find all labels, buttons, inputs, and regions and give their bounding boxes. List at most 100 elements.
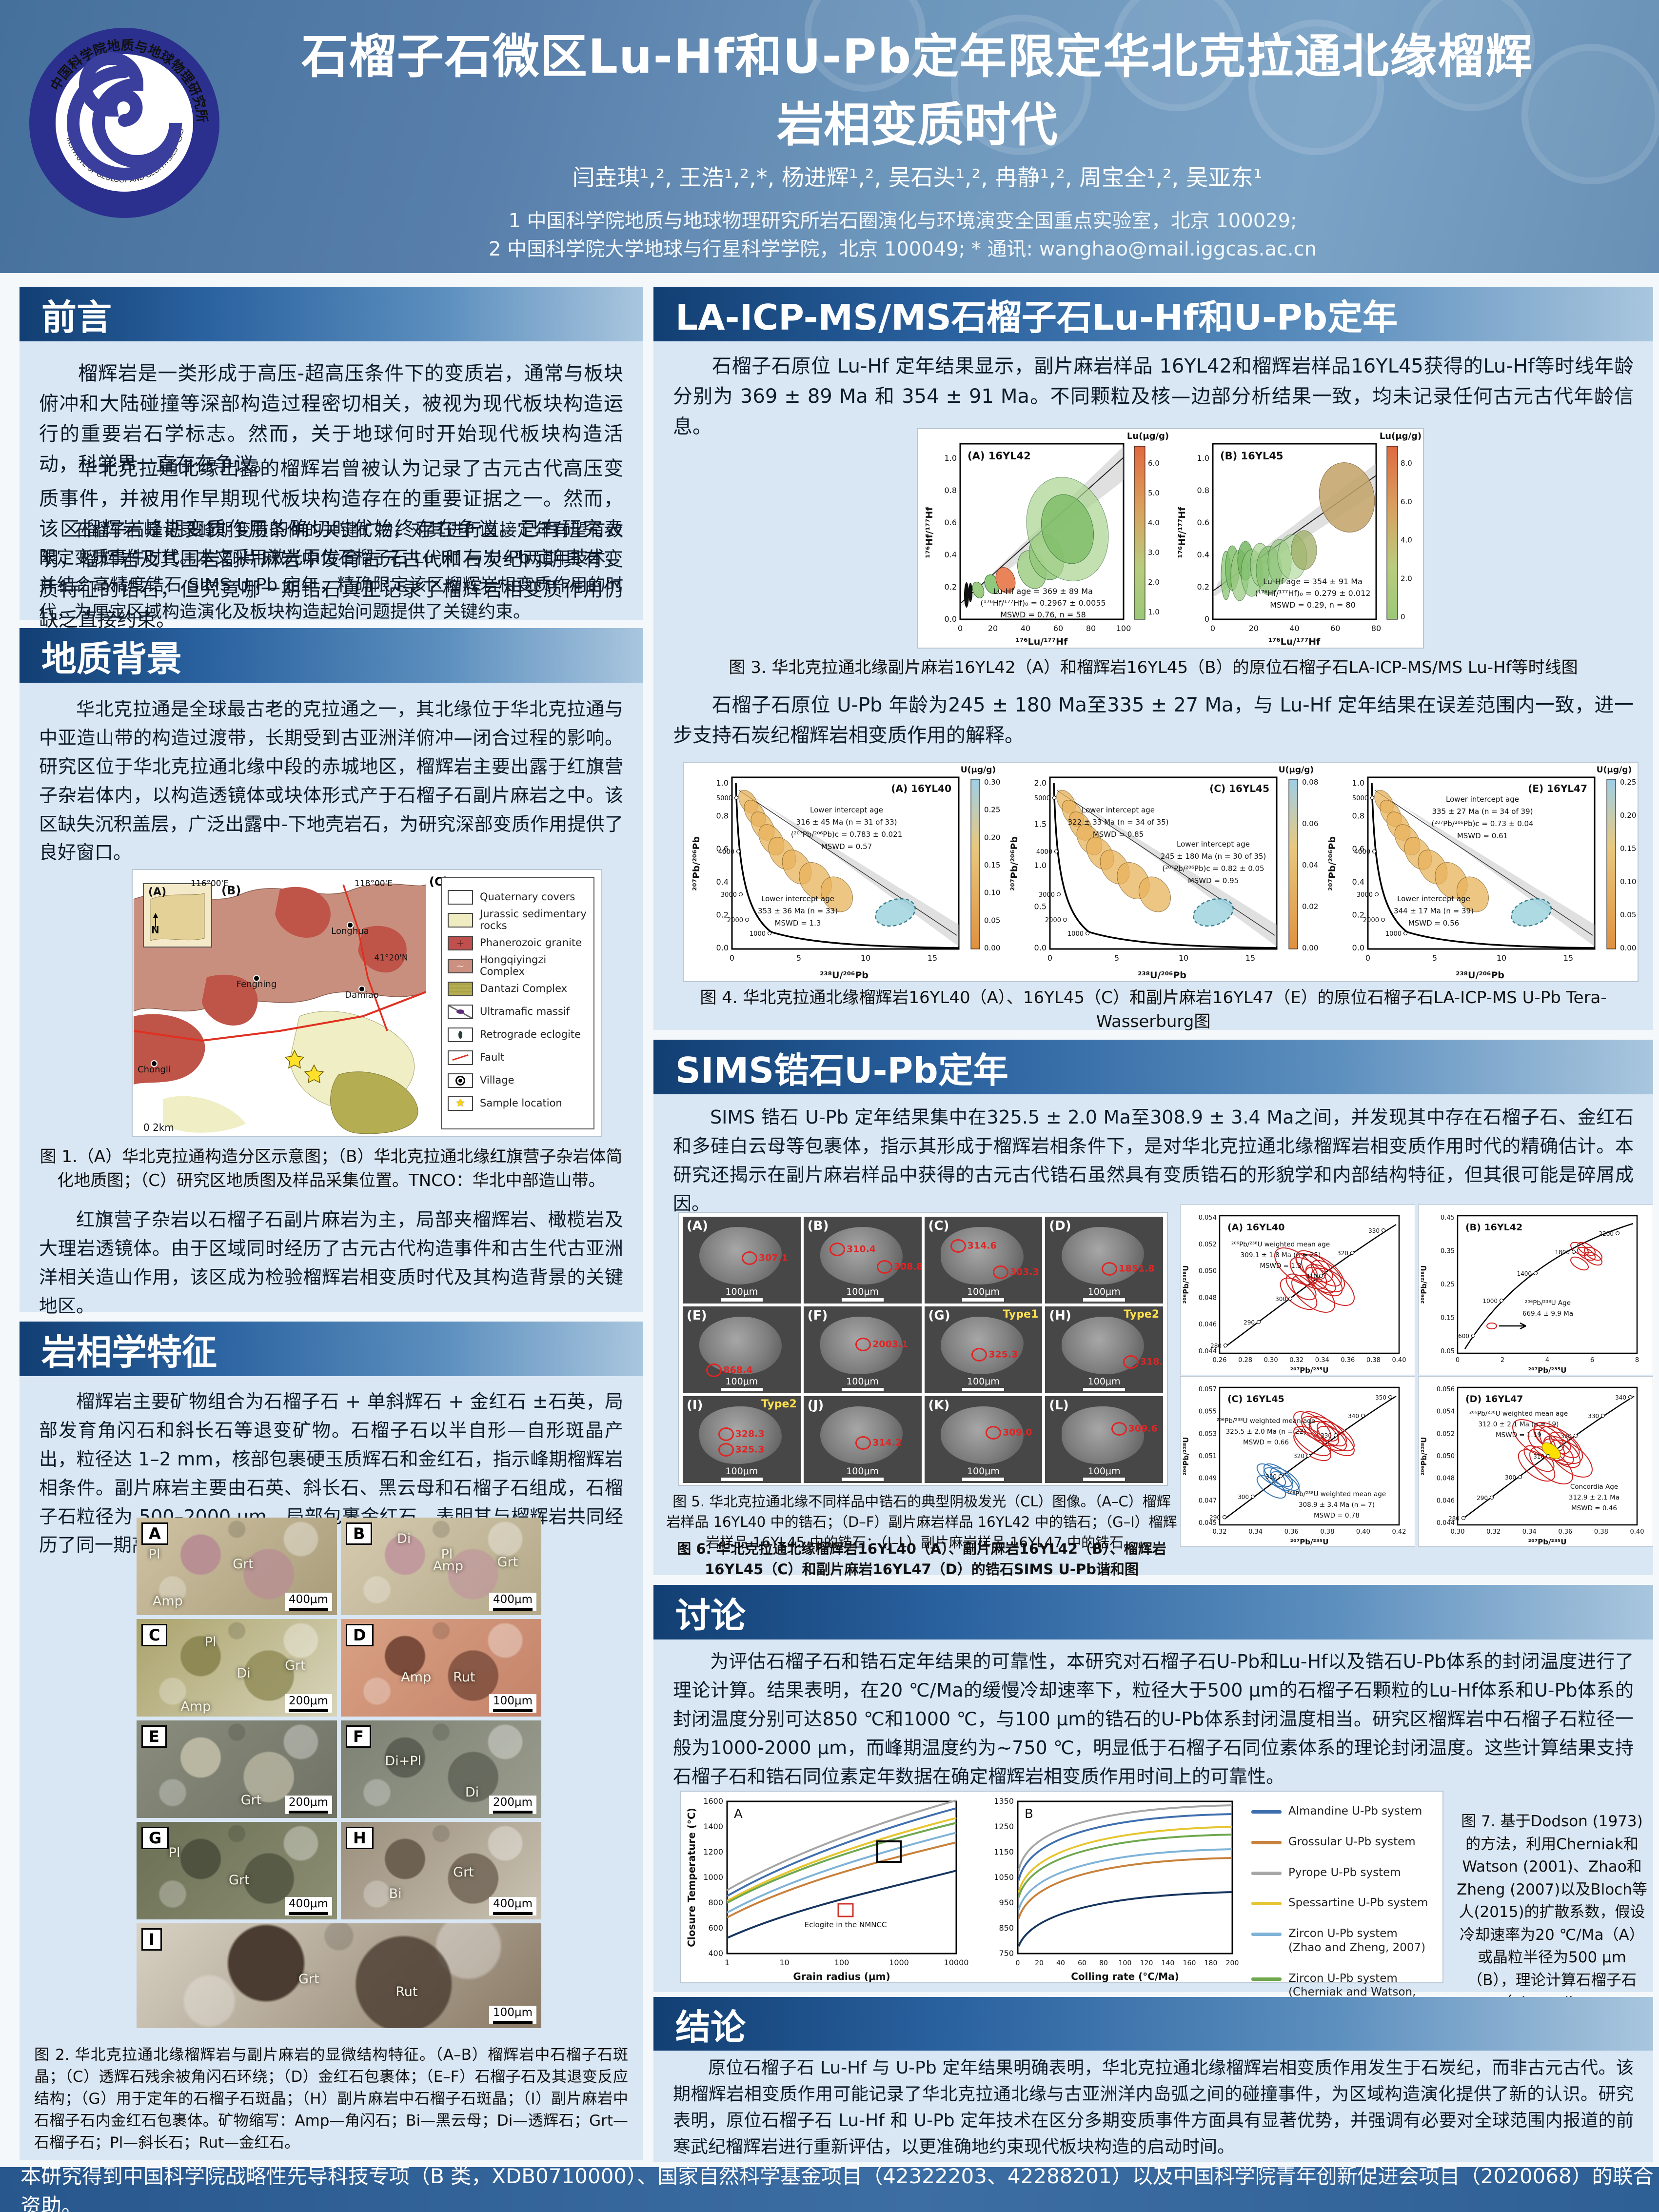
dantazi-swatch [448, 981, 473, 996]
svg-text:²⁰⁷Pb/²³⁵U: ²⁰⁷Pb/²³⁵U [1290, 1366, 1329, 1375]
svg-text:0.35: 0.35 [1441, 1248, 1455, 1255]
fig2-panel-label: G [141, 1827, 169, 1849]
svg-text:0: 0 [1456, 1357, 1460, 1364]
fig3b-ann1: Lu-Hf age = 354 ± 91 Ma [1263, 577, 1363, 586]
fig3b-ann2: (¹⁷⁶Hf/¹⁷⁷Hf)₀ = 0.279 ± 0.012 [1255, 589, 1371, 598]
svg-text:4: 4 [1545, 1357, 1549, 1364]
legend-label: Almandine U-Pb system [1288, 1805, 1422, 1817]
legend-label: Zircon U-Pb system (Zhao and Zheng, 2007) [1288, 1927, 1426, 1954]
mineral-label-Rut: Rut [395, 1984, 418, 1999]
svg-text:0.08: 0.08 [1302, 778, 1318, 787]
fig5-cl-tile-(K): (K) 309.0 100μm [924, 1396, 1043, 1483]
svg-text:1.0: 1.0 [1197, 454, 1209, 463]
legend-line-swatch [1251, 1902, 1282, 1906]
fig6-panel-(B) 16YL42: (B) 16YL42²⁰⁶Pb/²³⁸U Age669.4 ± 9.9 Ma60… [1418, 1205, 1653, 1375]
legend-line-swatch [1251, 1840, 1282, 1844]
funding-text: 本研究得到中国科学院战略性先导科技专项（B 类，XDB0710000）、国家自然… [20, 2164, 1654, 2212]
svg-text:0.25: 0.25 [1441, 1281, 1455, 1288]
fig7-legend-item: Almandine U-Pb system [1251, 1804, 1437, 1818]
mineral-label-Amp: Amp [180, 1699, 211, 1714]
scale-bar: 100μm [841, 1377, 884, 1391]
svg-text:0.02: 0.02 [1302, 902, 1318, 911]
figure5-cl-images: (A) 307.1 100μm (B) 310.4 308.8 100μm (C) 314.6 3… [678, 1212, 1168, 1486]
fig3-panel-b: (B) 16YL45 Lu-Hf age = 354 ± 91 Ma (¹⁷⁶H… [1177, 431, 1422, 647]
svg-text:5: 5 [1432, 953, 1437, 963]
svg-text:0: 0 [1210, 624, 1215, 633]
village-swatch [448, 1073, 473, 1088]
mineral-label-Di: Di [237, 1666, 251, 1681]
map-legend-item: ★ Sample location [448, 1092, 588, 1115]
mineral-label-Pl: Pl [441, 1547, 453, 1562]
fig2-panel-label: D [346, 1624, 374, 1646]
fig5-tile-label: (F) [807, 1308, 828, 1323]
scale-bar: 100μm [1083, 1377, 1126, 1391]
svg-text:²⁰⁶Pb/²³⁸U: ²⁰⁶Pb/²³⁸U [1420, 1265, 1428, 1304]
fig3a-xlabel: ¹⁷⁶Lu/¹⁷⁷Hf [1016, 636, 1068, 647]
svg-text:0.051: 0.051 [1199, 1453, 1217, 1460]
map-fault-line [342, 884, 388, 1031]
mineral-label-Rut: Rut [453, 1670, 475, 1685]
svg-text:2000: 2000 [727, 917, 743, 924]
svg-text:0.8: 0.8 [1352, 811, 1364, 821]
svg-text:800: 800 [708, 1898, 723, 1907]
legend-line-swatch [1251, 1933, 1282, 1936]
svg-text:320: 320 [1293, 1453, 1304, 1460]
svg-text:300: 300 [1275, 1296, 1286, 1303]
mineral-label-Grt: Grt [497, 1555, 518, 1570]
fig3b-ellipses [1221, 462, 1375, 601]
svg-text:353 ± 36 Ma (n = 33): 353 ± 36 Ma (n = 33) [758, 907, 838, 915]
svg-text:(²⁰⁷Pb/²⁰⁶Pb)c = 0.73 ± 0.04: (²⁰⁷Pb/²⁰⁶Pb)c = 0.73 ± 0.04 [1431, 819, 1533, 828]
legend-label: Spessartine U-Pb system [1288, 1896, 1428, 1910]
map-north-label: N [151, 924, 159, 936]
svg-text:Lower intercept age: Lower intercept age [1397, 894, 1470, 903]
svg-text:3.0: 3.0 [1148, 548, 1160, 557]
svg-text:10: 10 [861, 953, 870, 963]
svg-text:100: 100 [1116, 624, 1131, 633]
svg-text:0.052: 0.052 [1437, 1430, 1455, 1438]
svg-text:5000: 5000 [716, 795, 732, 802]
map-coordinates: 116°00'E 118°00'E 41°20'N [191, 879, 408, 963]
svg-text:MSWD = 0.95: MSWD = 0.95 [1188, 876, 1239, 885]
svg-text:0.4: 0.4 [945, 550, 957, 559]
affiliation-2: 2 中国科学院大学地球与行星科学学院，北京 100049; * 通讯: wang… [489, 238, 1317, 260]
figure2-photo-grid: A Pl Grt Amp 400μm B Di Pl Amp Grt 400μm C Pl Di Grt Am… [137, 1518, 541, 2028]
fig7b-xlabel: Colling rate (°C/Ma) [1071, 1971, 1179, 1982]
svg-text:²⁰⁷Pb/²⁰⁶Pb: ²⁰⁷Pb/²⁰⁶Pb [1327, 836, 1338, 891]
scale-bar: 200μm [285, 1694, 332, 1713]
svg-text:(²⁰⁷Pb/²⁰⁶Pb)c = 0.82 ± 0.05: (²⁰⁷Pb/²⁰⁶Pb)c = 0.82 ± 0.05 [1162, 864, 1264, 873]
fig7a-xticks: 1 10 100 1000 10000 [725, 1958, 969, 1967]
svg-text:(D) 16YL47: (D) 16YL47 [1465, 1394, 1523, 1404]
svg-text:0.2: 0.2 [1197, 582, 1209, 592]
svg-text:0.40: 0.40 [1356, 1528, 1370, 1536]
legend-line-swatch [1251, 1871, 1282, 1875]
map-legend-item: Retrograde eclogite [448, 1023, 588, 1046]
section-bar-geo: 地质背景 [20, 628, 643, 683]
figure4-tera-wasserburg: (A) 16YL40 Lower intercept age 316 ± 45 Ma… [683, 762, 1639, 982]
map-granite-unit [275, 887, 331, 938]
svg-text:²⁰⁶Pb/²³⁸U: ²⁰⁶Pb/²³⁸U [1420, 1437, 1428, 1476]
svg-text:0.057: 0.057 [1199, 1386, 1217, 1393]
map-legend-label: Quaternary covers [480, 890, 575, 903]
svg-text:²³⁸U/²⁰⁶Pb: ²³⁸U/²⁰⁶Pb [820, 970, 869, 981]
map-legend-item: Ultramafic massif [448, 1000, 588, 1023]
svg-text:0.8: 0.8 [716, 811, 729, 821]
svg-text:0.044: 0.044 [1437, 1520, 1455, 1527]
svg-text:0.6: 0.6 [945, 518, 957, 527]
svg-text:310: 310 [1533, 1453, 1544, 1460]
sims-paragraph-1: SIMS 锆石 U-Pb 定年结果集中在325.5 ± 2.0 Ma至308.9… [673, 1106, 1634, 1214]
svg-text:80: 80 [1086, 624, 1096, 633]
svg-text:²⁰⁷Pb/²⁰⁶Pb: ²⁰⁷Pb/²⁰⁶Pb [691, 836, 702, 891]
svg-text:MSWD = 0.66: MSWD = 0.66 [1243, 1439, 1289, 1446]
fig7b-label: B [1025, 1807, 1033, 1821]
sims-spot-age: 309.0 [986, 1426, 1032, 1440]
sims-spot-age: 314.2 [855, 1436, 902, 1450]
hongqiyingzi-swatch: ~ [448, 958, 473, 973]
fig7-legend-item: Grossular U-Pb system [1251, 1835, 1437, 1849]
svg-text:0.5: 0.5 [1034, 902, 1047, 911]
fig3b-colorbar-label: Lu(μg/g) [1380, 431, 1422, 441]
svg-text:Chongli: Chongli [138, 1065, 171, 1075]
logo-spiral-icon [67, 52, 182, 180]
svg-text:1.0: 1.0 [716, 778, 729, 788]
fig5-tile-label: (K) [928, 1398, 950, 1413]
fig5-cl-tile-(J): (J) 314.2 100μm [803, 1396, 922, 1483]
